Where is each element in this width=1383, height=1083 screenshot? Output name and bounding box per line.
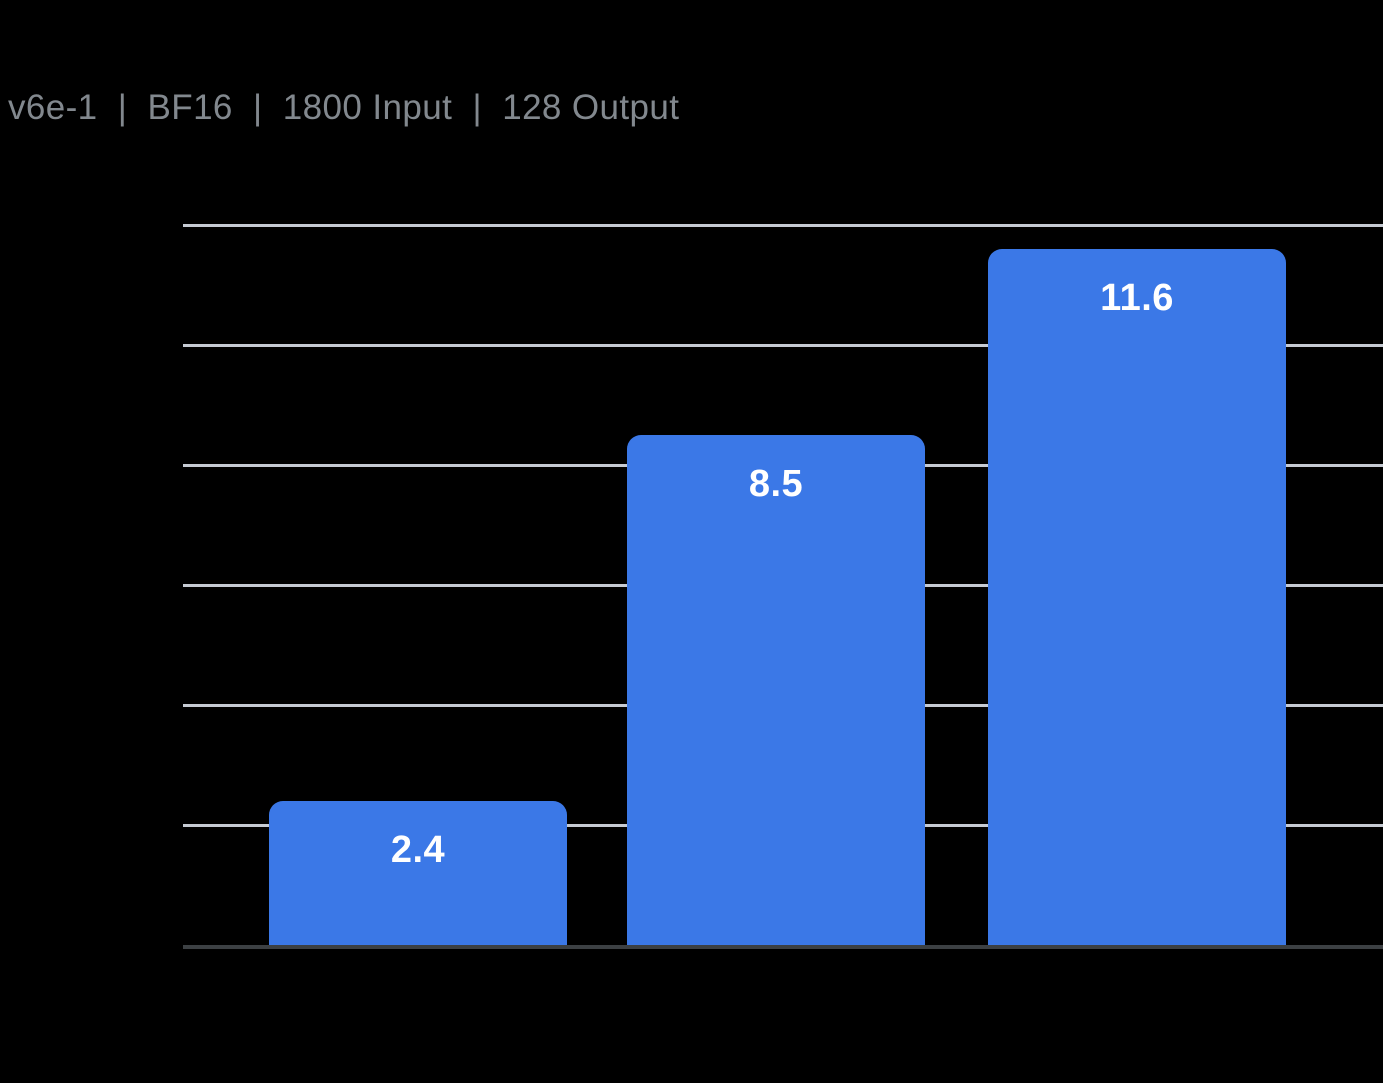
bar: 8.5: [627, 435, 925, 945]
chart-title: v6e-1 | BF16 | 1800 Input | 128 Output: [8, 88, 680, 127]
bar-value-label: 2.4: [390, 829, 446, 871]
bar: 2.4: [269, 801, 567, 945]
bar: 11.6: [988, 249, 1286, 945]
gridline: [183, 344, 1383, 347]
bar-value-label: 8.5: [748, 463, 804, 505]
x-axis-line: [183, 945, 1383, 949]
bar-value-label: 11.6: [1100, 277, 1174, 319]
gridline: [183, 224, 1383, 227]
